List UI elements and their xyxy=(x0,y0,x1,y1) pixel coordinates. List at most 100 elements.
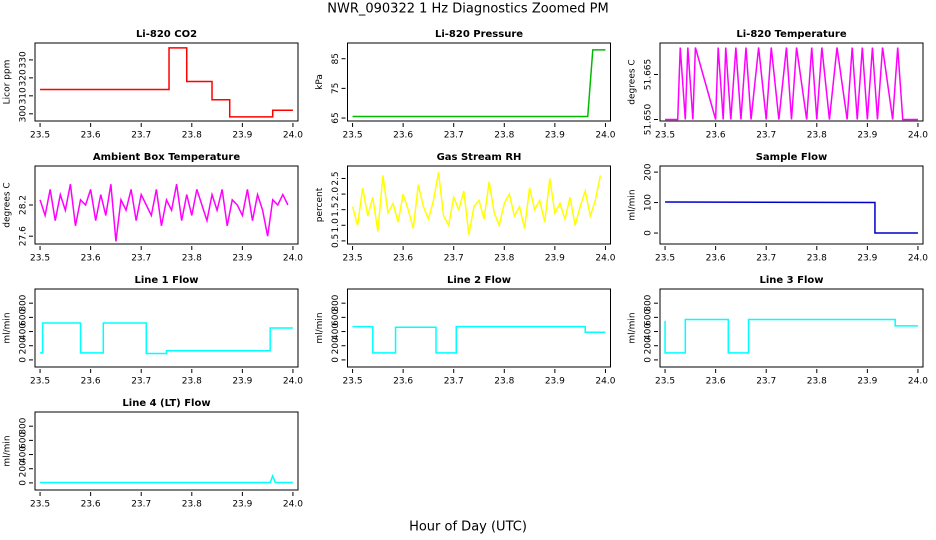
x-tick-label: 23.9 xyxy=(232,131,252,141)
plot-frame xyxy=(347,288,611,368)
y-tick-label: 51.665 xyxy=(644,59,654,91)
x-tick-label: 23.5 xyxy=(30,500,50,510)
x-tick-label: 23.8 xyxy=(182,377,202,387)
x-tick-label: 24.0 xyxy=(908,377,928,387)
page-title: NWR_090322 1 Hz Diagnostics Zoomed PM xyxy=(327,2,609,17)
x-tick-label: 23.5 xyxy=(30,131,50,141)
y-tick-label: 300 xyxy=(19,105,29,122)
x-tick-label: 23.5 xyxy=(343,131,363,141)
x-tick-label: 23.8 xyxy=(807,254,827,264)
y-tick-label: 75 xyxy=(331,83,341,94)
y-tick-label: 200 xyxy=(19,337,29,354)
plot-frame xyxy=(347,165,611,245)
x-tick-label: 23.7 xyxy=(756,254,776,264)
data-line xyxy=(39,184,289,242)
x-tick-label: 23.8 xyxy=(182,254,202,264)
y-tick-label: 100 xyxy=(644,194,654,211)
x-tick-label: 23.8 xyxy=(182,131,202,141)
y-axis-label: percent xyxy=(315,187,325,222)
panel-title: Line 2 Flow xyxy=(447,275,511,286)
x-tick-label: 23.9 xyxy=(857,254,877,264)
panel-title: Li-820 CO2 xyxy=(136,29,197,40)
y-axis-label: Licor ppm xyxy=(3,60,13,105)
x-tick-label: 23.6 xyxy=(81,500,101,510)
plot-frame xyxy=(34,411,299,491)
x-tick-label: 23.6 xyxy=(81,254,101,264)
x-tick-label: 23.6 xyxy=(706,131,726,141)
y-tick-label: 800 xyxy=(19,417,29,434)
y-tick-label: 27.6 xyxy=(19,226,29,246)
y-tick-label: 200 xyxy=(19,460,29,477)
x-tick-label: 23.7 xyxy=(444,377,464,387)
x-tick-label: 23.7 xyxy=(131,377,151,387)
y-tick-label: 600 xyxy=(644,309,654,326)
x-tick-label: 23.9 xyxy=(232,500,252,510)
y-axis-label: degrees C xyxy=(628,59,638,104)
y-tick-label: 800 xyxy=(644,294,654,311)
y-tick-label: 2.5 xyxy=(331,171,341,185)
panel-title: Line 4 (LT) Flow xyxy=(122,398,210,409)
x-tick-label: 23.9 xyxy=(857,377,877,387)
x-tick-label: 23.7 xyxy=(131,254,151,264)
x-tick-label: 23.5 xyxy=(30,254,50,264)
y-axis-label: kPa xyxy=(315,74,325,90)
y-tick-label: 1.5 xyxy=(331,203,341,217)
panel-title: Li-820 Temperature xyxy=(736,29,846,40)
x-tick-label: 23.5 xyxy=(343,377,363,387)
panel-title: Line 3 Flow xyxy=(760,275,824,286)
x-tick-label: 23.9 xyxy=(857,131,877,141)
x-tick-label: 23.5 xyxy=(30,377,50,387)
x-tick-label: 23.8 xyxy=(807,377,827,387)
x-tick-label: 24.0 xyxy=(283,131,303,141)
y-axis-label: ml/min xyxy=(3,312,13,343)
data-line xyxy=(40,47,293,118)
x-tick-label: 24.0 xyxy=(908,131,928,141)
x-tick-label: 23.7 xyxy=(131,131,151,141)
plot-frame xyxy=(659,288,924,368)
data-line xyxy=(352,325,606,354)
x-tick-label: 23.8 xyxy=(807,131,827,141)
y-tick-label: 400 xyxy=(19,323,29,340)
data-line xyxy=(351,172,602,235)
y-tick-label: 200 xyxy=(644,163,654,180)
x-tick-label: 24.0 xyxy=(283,500,303,510)
plot-frame xyxy=(34,42,299,122)
panel-title: Gas Stream RH xyxy=(437,152,522,163)
data-line xyxy=(664,318,918,354)
x-tick-label: 23.6 xyxy=(393,377,413,387)
x-tick-label: 23.7 xyxy=(444,254,464,264)
plot-frame xyxy=(34,165,299,245)
x-tick-label: 23.8 xyxy=(494,254,514,264)
x-tick-label: 23.8 xyxy=(494,377,514,387)
y-tick-label: 400 xyxy=(331,323,341,340)
y-tick-label: 600 xyxy=(19,432,29,449)
y-tick-label: 200 xyxy=(331,337,341,354)
y-tick-label: 800 xyxy=(19,294,29,311)
y-tick-label: 320 xyxy=(19,69,29,86)
x-tick-label: 23.6 xyxy=(393,254,413,264)
plot-frame xyxy=(659,165,924,245)
x-tick-label: 23.9 xyxy=(232,254,252,264)
data-line xyxy=(40,322,293,355)
y-axis-label: ml/min xyxy=(3,435,13,466)
plot-frame xyxy=(347,42,611,122)
x-tick-label: 23.9 xyxy=(545,254,565,264)
x-tick-label: 23.7 xyxy=(756,131,776,141)
data-line xyxy=(665,47,918,121)
y-tick-label: 0 xyxy=(331,357,341,363)
y-tick-label: 85 xyxy=(331,53,341,64)
x-tick-label: 23.9 xyxy=(545,377,565,387)
panel-title: Ambient Box Temperature xyxy=(93,152,240,163)
x-tick-label: 23.9 xyxy=(232,377,252,387)
x-tick-label: 23.5 xyxy=(343,254,363,264)
data-line xyxy=(40,473,293,484)
y-tick-label: 400 xyxy=(19,446,29,463)
y-tick-label: 200 xyxy=(644,337,654,354)
panel-title: Line 1 Flow xyxy=(135,275,199,286)
y-tick-label: 0.5 xyxy=(331,234,341,248)
y-tick-label: 51.650 xyxy=(644,103,654,135)
y-tick-label: 0 xyxy=(644,357,654,363)
x-tick-label: 23.8 xyxy=(494,131,514,141)
y-tick-label: 310 xyxy=(19,87,29,104)
x-tick-label: 24.0 xyxy=(283,377,303,387)
